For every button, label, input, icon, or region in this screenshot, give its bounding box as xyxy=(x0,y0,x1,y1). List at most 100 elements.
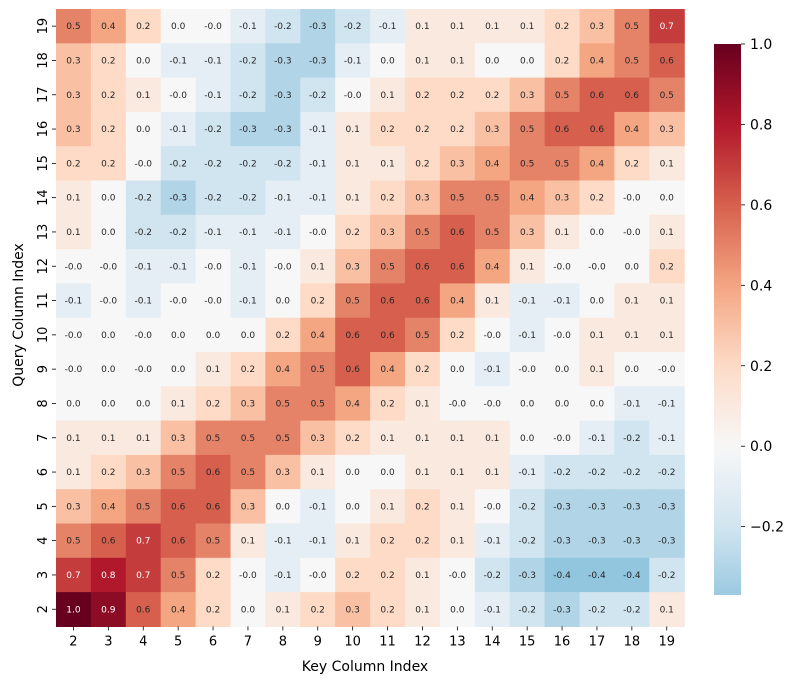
cell-value-label: 0.6 xyxy=(415,297,430,307)
cell-value-label: 0.2 xyxy=(415,502,429,512)
colorbar-tick-label: 0.4 xyxy=(750,278,772,294)
cell-value-label: -0.0 xyxy=(100,297,118,307)
y-tick-label: 13 xyxy=(36,224,51,241)
cell-value-label: -0.1 xyxy=(274,571,292,581)
heatmap-cell xyxy=(230,180,266,216)
cell-value-label: 0.1 xyxy=(660,228,674,238)
heatmap-cell xyxy=(405,77,441,113)
cell-value-label: 0.5 xyxy=(241,434,255,444)
cell-value-label: -0.3 xyxy=(553,502,571,512)
cell-value-label: 0.1 xyxy=(485,434,499,444)
heatmap-cell xyxy=(195,9,232,44)
cell-value-label: -0.1 xyxy=(553,297,571,307)
heatmap-cell xyxy=(300,489,336,525)
heatmap-cell xyxy=(125,557,162,593)
cell-value-label: 0.0 xyxy=(590,297,605,307)
cell-value-label: 0.2 xyxy=(311,297,325,307)
heatmap-cell xyxy=(160,146,197,182)
cell-value-label: -0.3 xyxy=(309,22,327,32)
heatmap-cell xyxy=(160,180,197,216)
heatmap-cell xyxy=(125,111,162,147)
cell-value-label: 0.5 xyxy=(206,537,220,547)
heatmap-cell xyxy=(370,386,406,422)
heatmap-cell xyxy=(300,43,336,79)
heatmap-cell xyxy=(56,214,92,250)
cell-value-label: 0.2 xyxy=(380,125,394,135)
heatmap-cell xyxy=(474,317,511,353)
heatmap-cell xyxy=(649,214,685,250)
cell-value-label: -0.1 xyxy=(309,502,327,512)
heatmap-cell xyxy=(509,43,546,79)
x-tick-label: 6 xyxy=(209,634,217,649)
cell-value-label: 0.3 xyxy=(136,468,150,478)
cell-value-label: -0.1 xyxy=(658,399,676,409)
cell-value-label: -0.3 xyxy=(553,605,571,615)
cell-value-label: 0.0 xyxy=(171,331,186,341)
y-tick-label: 3 xyxy=(36,571,51,579)
heatmap-cell xyxy=(544,489,581,525)
cell-value-label: 0.1 xyxy=(590,331,604,341)
cell-value-label: 0.3 xyxy=(345,605,359,615)
x-tick-label: 5 xyxy=(174,634,182,649)
heatmap-cell xyxy=(370,77,406,113)
cell-value-label: 0.0 xyxy=(660,194,675,204)
heatmap-cell xyxy=(335,557,371,593)
heatmap-cell xyxy=(230,9,266,44)
cell-value-label: -0.2 xyxy=(204,159,222,169)
heatmap-cell xyxy=(614,180,650,216)
cell-value-label: 0.4 xyxy=(345,399,360,409)
cell-value-label: 0.2 xyxy=(241,365,255,375)
heatmap-cell xyxy=(370,111,406,147)
heatmap-cell xyxy=(544,9,581,44)
cell-value-label: 0.1 xyxy=(380,159,394,169)
cell-value-label: 0.0 xyxy=(555,399,570,409)
heatmap-cell xyxy=(335,111,371,147)
cell-value-label: 0.3 xyxy=(520,228,534,238)
x-tick-label: 15 xyxy=(519,634,536,649)
heatmap-cell xyxy=(265,557,301,593)
cell-value-label: 0.4 xyxy=(101,22,116,32)
heatmap-cell xyxy=(335,77,371,113)
heatmap-cell xyxy=(474,77,511,113)
cell-value-label: -0.2 xyxy=(204,125,222,135)
heatmap-cell xyxy=(579,43,615,79)
cell-value-label: -0.3 xyxy=(274,125,292,135)
heatmap-cell xyxy=(195,146,232,182)
cell-value-label: 0.2 xyxy=(380,571,394,581)
y-tick-label: 18 xyxy=(36,52,51,69)
cell-value-label: 0.2 xyxy=(625,159,639,169)
heatmap-cell xyxy=(160,77,197,113)
cell-value-label: -0.1 xyxy=(483,537,501,547)
heatmap-cell xyxy=(579,420,615,456)
x-axis-title: Key Column Index xyxy=(302,659,428,675)
cell-value-label: 0.3 xyxy=(241,502,255,512)
heatmap-cell xyxy=(509,489,546,525)
cell-value-label: 0.3 xyxy=(345,262,359,272)
heatmap-cell xyxy=(195,420,232,456)
heatmap-cell xyxy=(195,77,232,113)
heatmap-cell xyxy=(265,386,301,422)
heatmap-cell xyxy=(265,523,301,559)
cell-value-label: 0.3 xyxy=(66,56,80,66)
heatmap-cell xyxy=(649,43,685,79)
cell-value-label: 0.1 xyxy=(450,502,464,512)
cell-value-label: 0.1 xyxy=(660,605,674,615)
cell-value-label: -0.2 xyxy=(518,537,536,547)
heatmap-cell xyxy=(56,180,92,216)
heatmap-cell xyxy=(335,454,371,490)
cell-value-label: 0.1 xyxy=(66,194,80,204)
x-tick-label: 19 xyxy=(658,634,675,649)
cell-value-label: -0.3 xyxy=(623,537,641,547)
heatmap-cell xyxy=(509,352,546,387)
cell-value-label: 0.2 xyxy=(555,22,569,32)
cell-value-label: 0.3 xyxy=(450,159,464,169)
heatmap-cell xyxy=(125,249,162,284)
heatmap-cell xyxy=(544,386,581,422)
cell-value-label: 0.5 xyxy=(206,434,220,444)
heatmap-cell xyxy=(439,317,476,353)
heatmap-cell xyxy=(230,283,266,319)
heatmap-cell xyxy=(474,249,511,284)
heatmap-cell xyxy=(649,489,685,525)
heatmap-cell xyxy=(195,386,232,422)
cell-value-label: -0.1 xyxy=(204,91,222,101)
